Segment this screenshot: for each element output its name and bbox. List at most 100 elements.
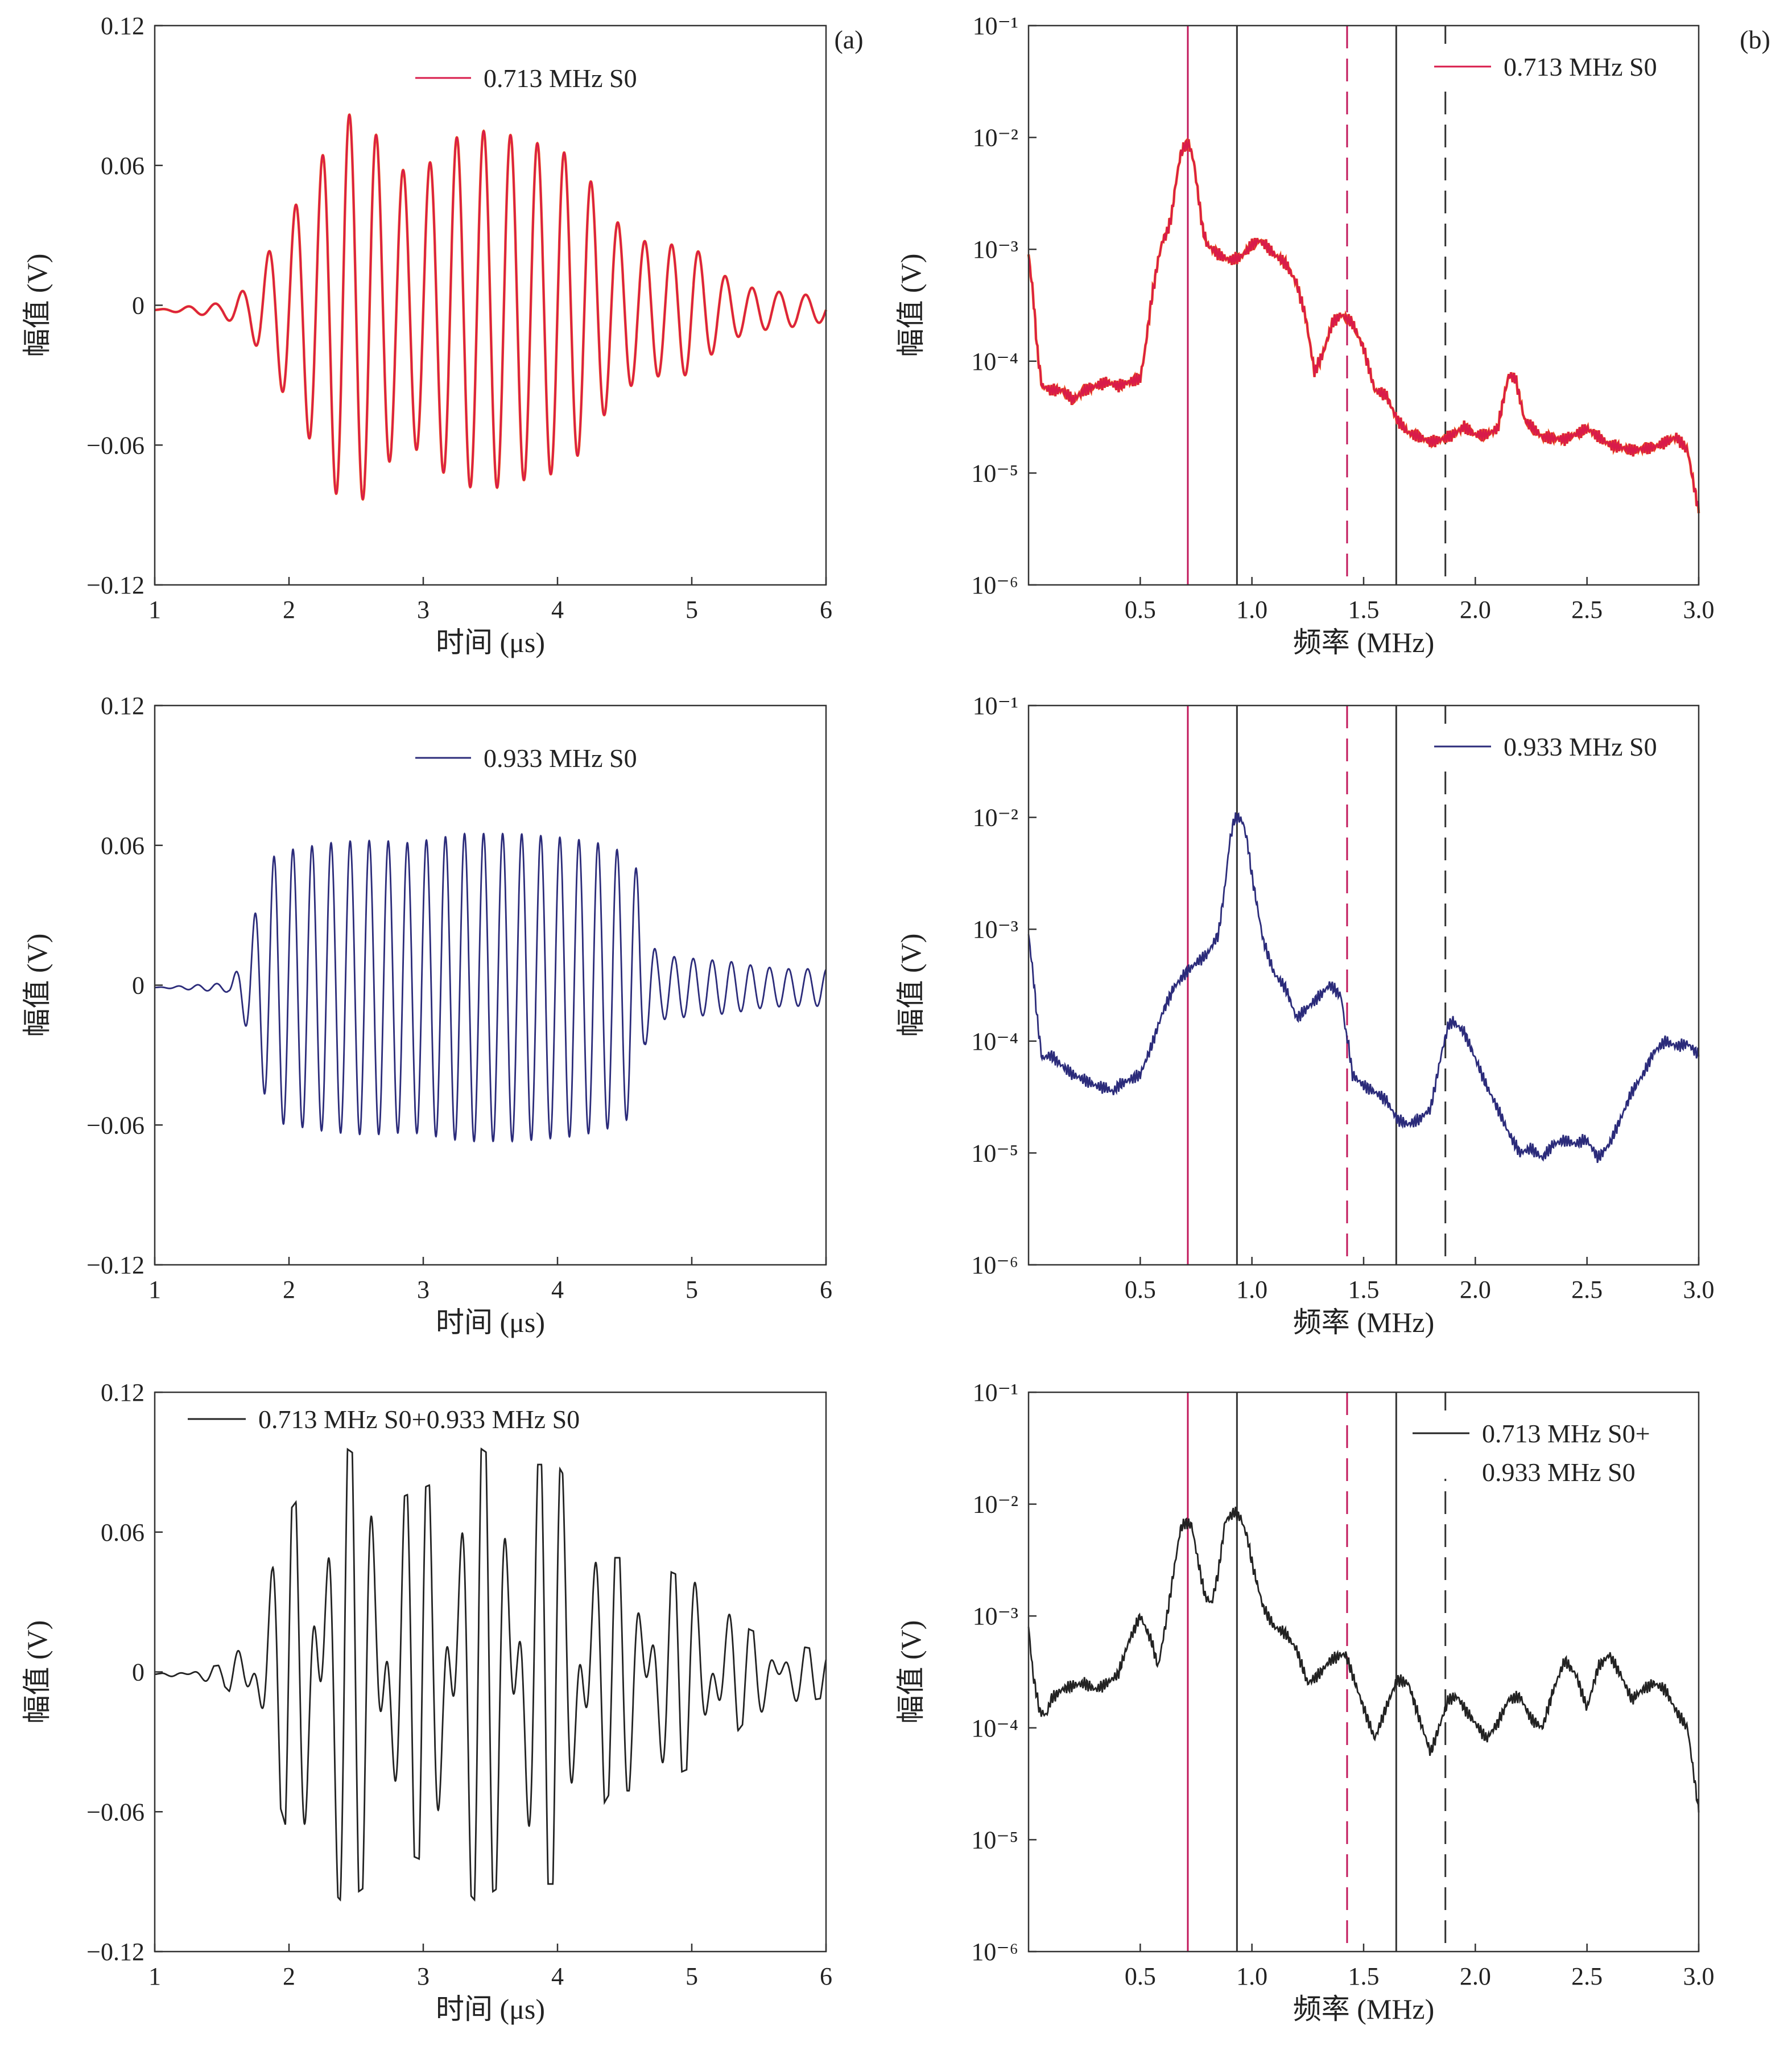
- series-line: [155, 114, 827, 501]
- plot-frame: [1027, 704, 1700, 1266]
- y-tick-label: 10⁻⁵: [971, 459, 1018, 487]
- legend: 0.713 MHz S0: [415, 64, 637, 93]
- legend-label: 0.933 MHz S0: [1504, 732, 1657, 761]
- legend-label: 0.713 MHz S0+0.933 MHz S0: [258, 1405, 580, 1434]
- x-tick-label: 4: [551, 596, 564, 624]
- y-tick-label: −0.06: [86, 431, 144, 459]
- x-tick-label: 1.5: [1348, 596, 1380, 624]
- y-tick-label: 10⁻²: [973, 804, 1018, 832]
- x-axis-label: 时间 (μs): [436, 1306, 545, 1338]
- y-tick-label: 10⁻²: [973, 1491, 1018, 1519]
- legend-background: [1406, 1410, 1673, 1479]
- x-tick-label: 3: [417, 1962, 430, 1990]
- x-tick-label: 2.5: [1571, 1276, 1603, 1304]
- series-line: [1027, 1507, 1700, 1813]
- x-tick-label: 0.5: [1125, 1962, 1156, 1990]
- x-tick-label: 5: [686, 1962, 698, 1990]
- y-tick-label: 0.12: [101, 1379, 144, 1406]
- x-tick-label: 2: [283, 1962, 295, 1990]
- chart-b3: 10⁻¹ 10⁻² 10⁻³ 10⁻⁴ 10⁻⁵ 10⁻⁶ 0.5 1.0 1.5 2.0 2.5 3…: [895, 1379, 1715, 2025]
- legend-label: 0.713 MHz S0: [1504, 52, 1657, 81]
- y-tick-label: 10⁻³: [973, 915, 1018, 943]
- x-tick-label: 6: [820, 1276, 832, 1304]
- x-tick-label: 2.5: [1571, 596, 1603, 624]
- x-tick-label: 1.5: [1348, 1276, 1380, 1304]
- legend: 0.713 MHz S0: [1427, 44, 1678, 84]
- panel-label-a: (a): [834, 25, 863, 54]
- y-tick-label: 10⁻⁴: [971, 1028, 1018, 1055]
- y-tick-label: 10⁻⁴: [971, 348, 1018, 376]
- y-tick-label: 10⁻⁴: [971, 1714, 1018, 1742]
- x-tick-label: 5: [686, 596, 698, 624]
- y-tick-label: 0.06: [101, 152, 144, 180]
- y-axis-label: 幅值 (V): [895, 254, 927, 357]
- plot-frame: [154, 1391, 827, 1953]
- y-tick-label: 10⁻⁶: [971, 571, 1018, 599]
- series-line: [155, 1447, 827, 1902]
- chart-a2: 0.12 0.06 0 −0.06 −0.121 2 3 4 5 6 0.933 MHz S0 幅值 …: [21, 692, 832, 1338]
- x-tick-label: 2.0: [1460, 596, 1491, 624]
- y-tick-label: 10⁻¹: [973, 692, 1018, 720]
- x-tick-label: 5: [686, 1276, 698, 1304]
- y-tick-label: −0.06: [86, 1111, 144, 1139]
- y-tick-label: 0: [132, 292, 144, 320]
- x-tick-label: 4: [551, 1962, 564, 1990]
- y-tick-label: 0: [132, 1659, 144, 1686]
- y-tick-label: 0: [132, 972, 144, 1000]
- y-tick-label: −0.06: [86, 1798, 144, 1826]
- plot-frame: [154, 24, 827, 586]
- y-axis-label: 幅值 (V): [21, 1620, 53, 1724]
- x-tick-label: 1.0: [1236, 1962, 1267, 1990]
- panel-label-b: (b): [1740, 25, 1770, 54]
- y-tick-label: 0.12: [101, 12, 144, 40]
- chart-a1: 0.12 0.06 0 −0.06 −0.121 2 3 4 5 6 0.713 MHz S0 幅值 …: [21, 12, 832, 658]
- y-tick-label: −0.12: [86, 571, 144, 599]
- x-axis-label: 频率 (MHz): [1293, 1306, 1435, 1338]
- y-tick-label: 10⁻⁶: [971, 1938, 1018, 1966]
- x-tick-label: 3: [417, 596, 430, 624]
- x-tick-label: 3.0: [1683, 596, 1715, 624]
- legend: 0.933 MHz S0: [415, 744, 637, 773]
- y-tick-label: 0.06: [101, 1519, 144, 1546]
- x-tick-label: 0.5: [1125, 1276, 1156, 1304]
- x-axis-label: 时间 (μs): [436, 1993, 545, 2025]
- x-tick-label: 1.0: [1236, 1276, 1267, 1304]
- y-tick-label: 10⁻³: [973, 1602, 1018, 1630]
- y-tick-label: 10⁻²: [973, 124, 1018, 152]
- legend-label: 0.713 MHz S0: [484, 64, 637, 93]
- x-tick-label: 1.5: [1348, 1962, 1380, 1990]
- y-tick-label: 0.12: [101, 692, 144, 720]
- x-tick-label: 2: [283, 596, 295, 624]
- series-line: [155, 832, 827, 1143]
- y-tick-label: 10⁻⁶: [971, 1251, 1018, 1279]
- legend: 0.713 MHz S0+0.933 MHz S0: [1406, 1410, 1673, 1487]
- plot-frame: [154, 704, 827, 1266]
- y-tick-label: 10⁻¹: [973, 12, 1018, 40]
- x-tick-label: 2.0: [1460, 1962, 1491, 1990]
- y-axis-label: 幅值 (V): [21, 934, 53, 1037]
- y-axis-label: 幅值 (V): [21, 254, 53, 357]
- x-tick-label: 6: [820, 1962, 832, 1990]
- y-tick-label: 10⁻¹: [973, 1379, 1018, 1406]
- chart-b2: 10⁻¹ 10⁻² 10⁻³ 10⁻⁴ 10⁻⁵ 10⁻⁶ 0.5 1.0 1.5 2.0 2.5 3…: [895, 692, 1715, 1338]
- x-tick-label: 6: [820, 596, 832, 624]
- x-tick-label: 0.5: [1125, 596, 1156, 624]
- legend: 0.713 MHz S0+0.933 MHz S0: [188, 1405, 580, 1434]
- x-tick-label: 3.0: [1683, 1276, 1715, 1304]
- x-axis-label: 频率 (MHz): [1293, 626, 1435, 658]
- legend-background: [1427, 724, 1678, 764]
- x-tick-label: 3: [417, 1276, 430, 1304]
- legend: 0.933 MHz S0: [1427, 724, 1678, 764]
- y-tick-label: −0.12: [86, 1251, 144, 1279]
- chart-a3: 0.12 0.06 0 −0.06 −0.121 2 3 4 5 6 0.713 MHz S0+0.…: [21, 1379, 832, 2025]
- legend-label: 0.933 MHz S0: [484, 744, 637, 773]
- chart-b1: 10⁻¹ 10⁻² 10⁻³ 10⁻⁴ 10⁻⁵ 10⁻⁶ 0.5 1.0 1.5 2.0 2.5 3…: [895, 12, 1715, 658]
- legend-background: [1427, 44, 1678, 84]
- series-line: [1027, 812, 1700, 1164]
- x-tick-label: 1: [148, 1276, 161, 1304]
- legend-label: 0.713 MHz S0+: [1482, 1419, 1650, 1448]
- series-overlay-line: [1027, 137, 1700, 514]
- series-line: [1027, 138, 1700, 514]
- x-tick-label: 2.0: [1460, 1276, 1491, 1304]
